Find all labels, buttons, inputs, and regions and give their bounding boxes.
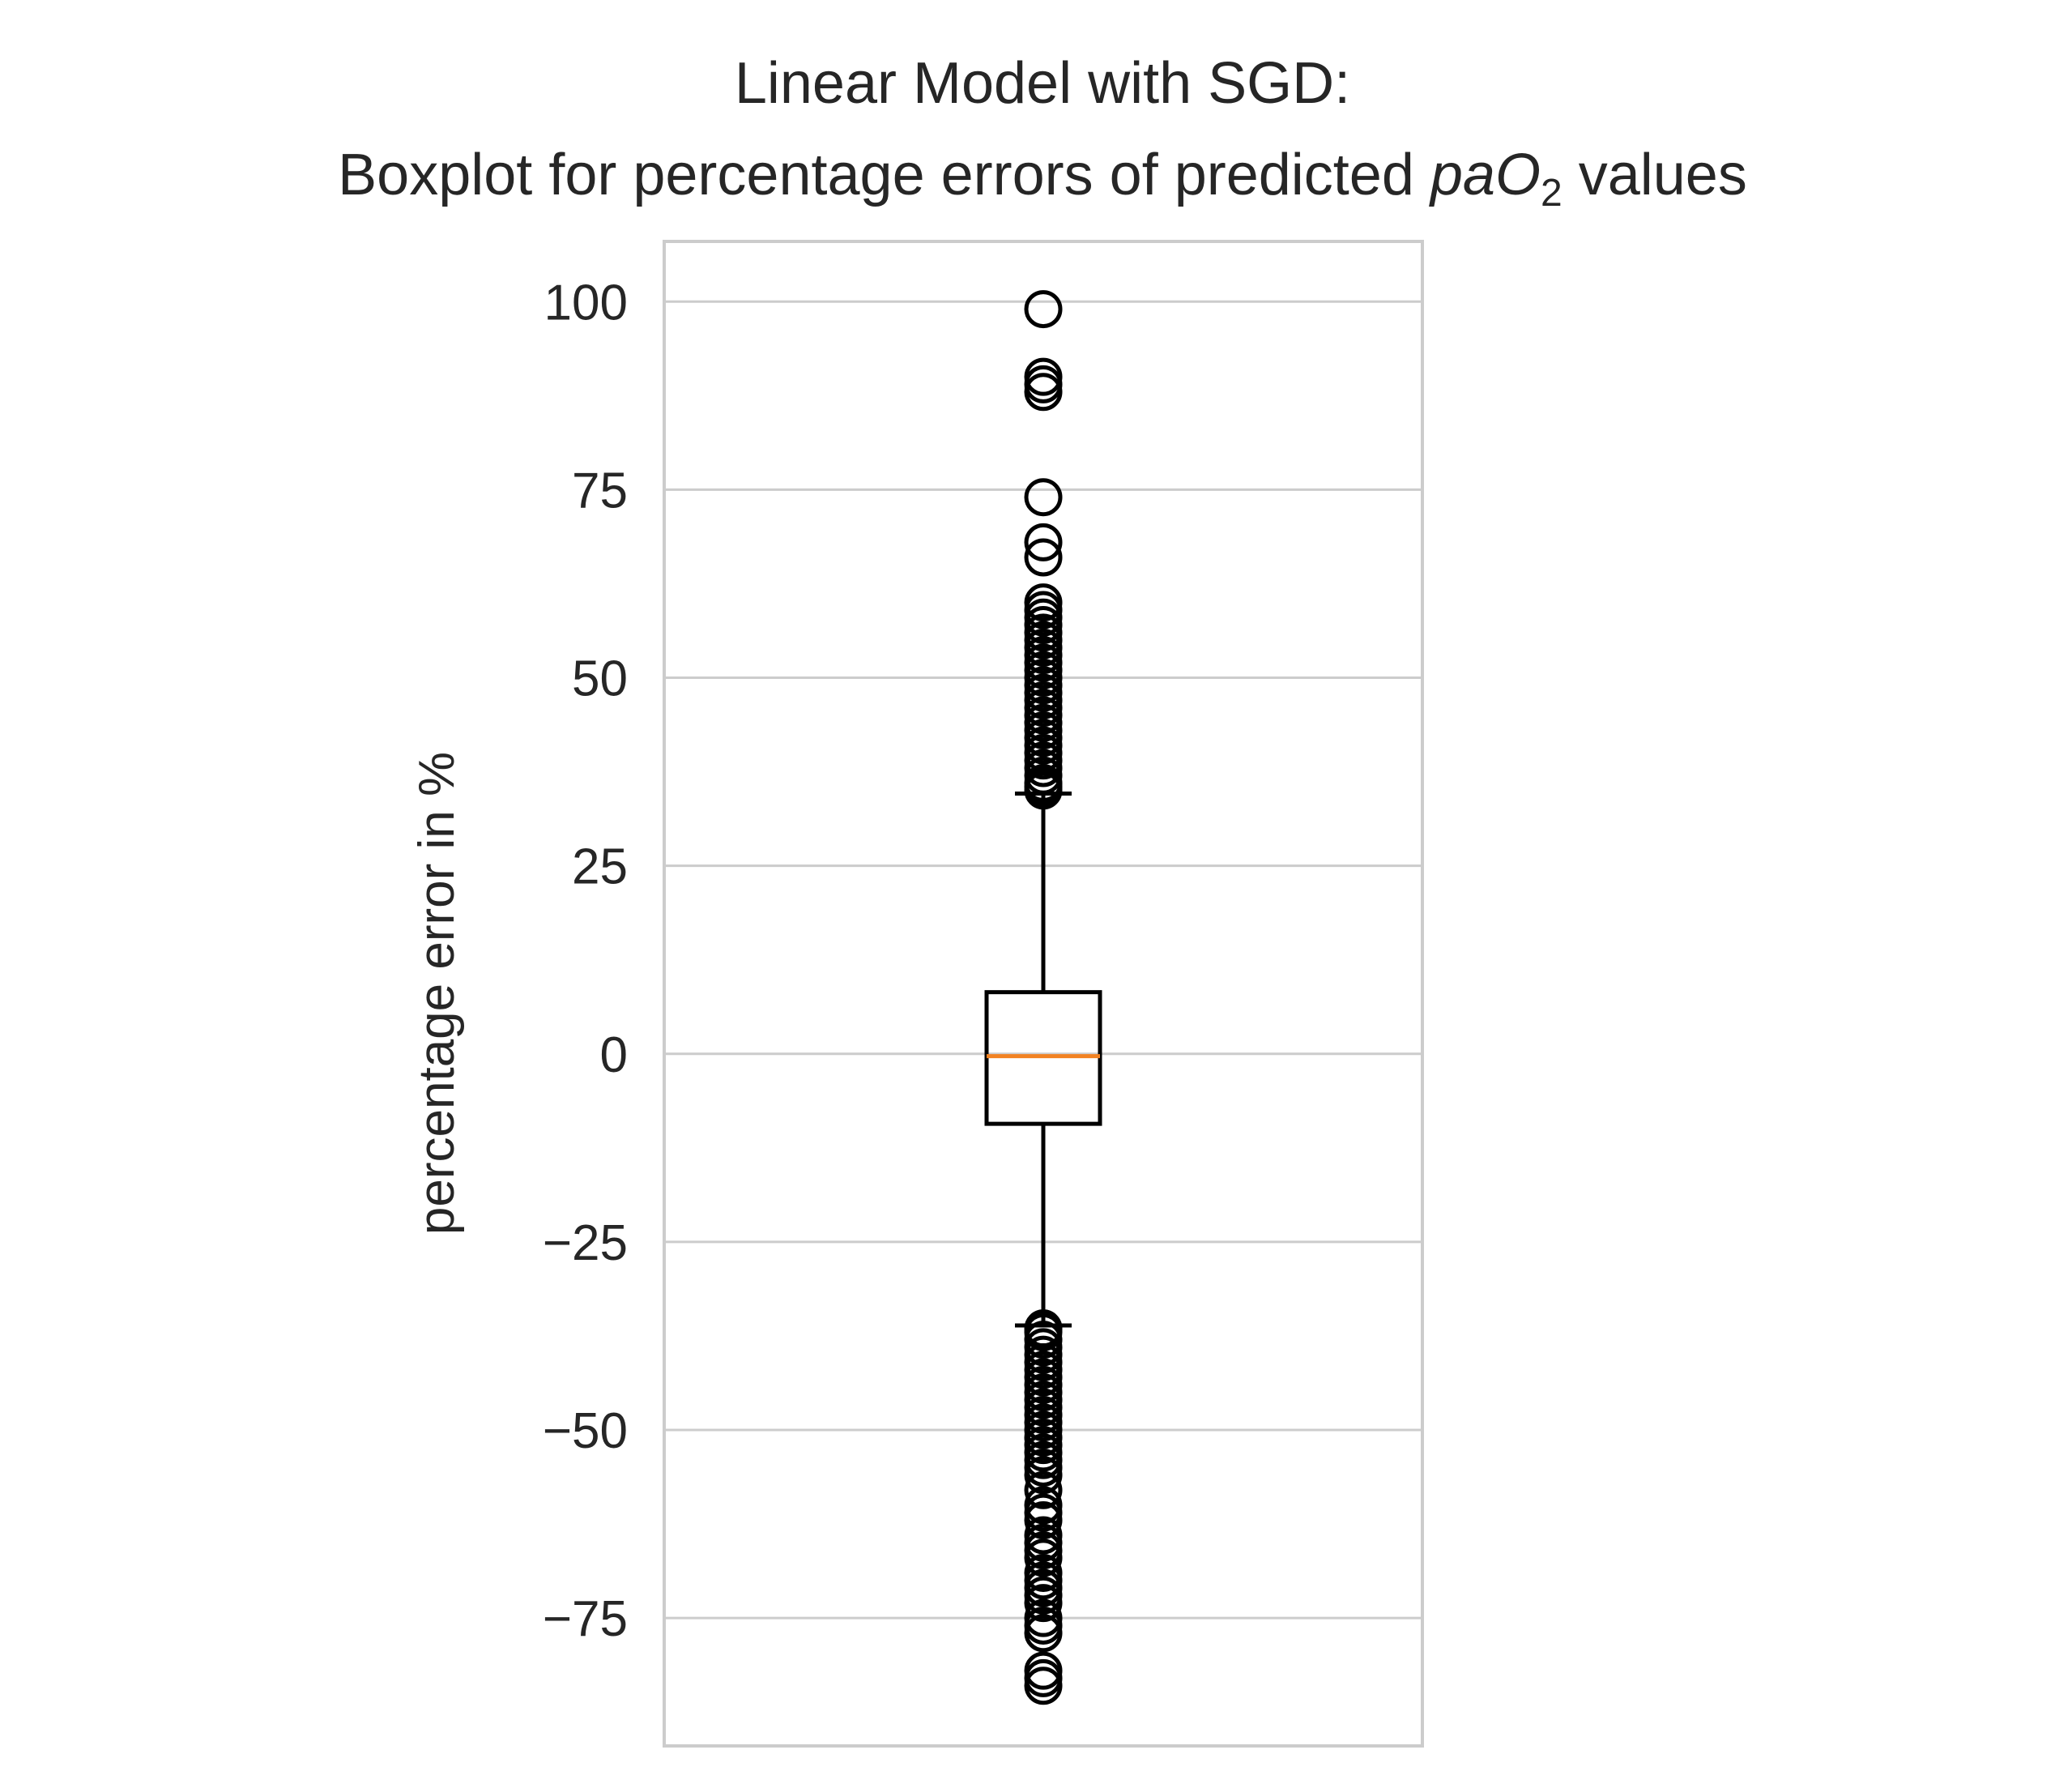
y-tick-label: −75	[543, 1591, 628, 1647]
y-tick-label: 50	[572, 651, 628, 707]
chart-title-line-1: Linear Model with SGD:	[735, 51, 1350, 116]
outlier-point	[1024, 1500, 1063, 1539]
y-axis-label: percentage error in %	[409, 752, 465, 1235]
y-tick-label: −50	[543, 1403, 628, 1459]
y-tick-label: 75	[572, 463, 628, 519]
outlier-point	[1024, 1584, 1063, 1623]
outlier-point	[1024, 365, 1063, 403]
outlier-point	[1024, 1614, 1063, 1653]
chart-title-line-2: Boxplot for percentage errors of predict…	[338, 143, 1747, 215]
outlier-point	[1024, 1456, 1063, 1495]
y-tick-label: 100	[544, 275, 628, 331]
box-elements	[984, 792, 1102, 1328]
y-tick-label: −25	[543, 1215, 628, 1271]
y-tick-label: 0	[600, 1027, 628, 1083]
outlier-point	[1024, 538, 1063, 577]
plot-frame	[663, 240, 1424, 1748]
outlier-point	[1024, 1658, 1063, 1697]
outlier-point	[1024, 1470, 1063, 1509]
outlier-points	[1024, 290, 1063, 1705]
outlier-point	[1024, 523, 1063, 561]
chart-title-prefix: Boxplot for percentage errors of predict…	[338, 143, 1430, 207]
chart-title-subscript: 2	[1541, 172, 1563, 215]
chart-title-math: paO	[1429, 143, 1541, 207]
outlier-point	[1024, 373, 1063, 412]
outlier-point	[1024, 290, 1063, 329]
y-tick-labels: 100 75 50 25 0 −25 −50 −75	[543, 275, 628, 1647]
outlier-point	[1024, 1539, 1063, 1577]
outlier-point	[1024, 1667, 1063, 1705]
chart-title-suffix: values	[1563, 143, 1747, 207]
outlier-point	[1024, 478, 1063, 517]
outlier-point	[1024, 771, 1063, 810]
y-tick-label: 25	[572, 839, 628, 895]
